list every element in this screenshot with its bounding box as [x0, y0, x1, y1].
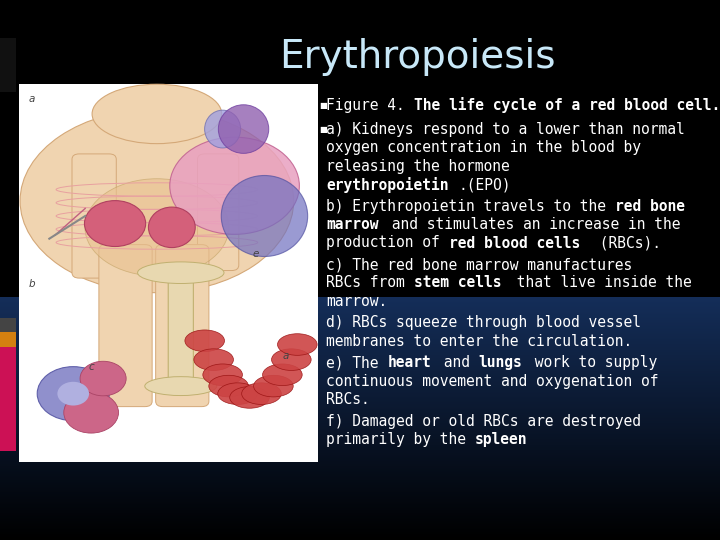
Text: heart: heart	[387, 355, 431, 370]
Text: e: e	[253, 249, 259, 259]
Bar	[0, 38, 16, 92]
Text: ■: ■	[319, 101, 327, 110]
Text: marrow: marrow	[326, 217, 379, 232]
Text: ■: ■	[319, 125, 327, 134]
Ellipse shape	[92, 84, 222, 144]
Bar	[19, 84, 318, 462]
Ellipse shape	[194, 349, 233, 370]
Text: RBCs from: RBCs from	[326, 275, 414, 291]
Text: and stimulates an increase in the: and stimulates an increase in the	[383, 217, 680, 232]
Circle shape	[64, 392, 119, 433]
Ellipse shape	[170, 137, 300, 234]
Text: primarily by the: primarily by the	[326, 432, 475, 447]
Bar	[0, 347, 16, 451]
Text: Figure 4.: Figure 4.	[326, 98, 414, 113]
FancyBboxPatch shape	[168, 270, 194, 389]
Text: work to supply: work to supply	[526, 355, 657, 370]
Ellipse shape	[148, 207, 195, 247]
Ellipse shape	[203, 364, 243, 386]
Text: and: and	[435, 355, 479, 370]
Text: d) RBCs squeeze through blood vessel: d) RBCs squeeze through blood vessel	[326, 315, 642, 330]
Ellipse shape	[145, 377, 217, 395]
Ellipse shape	[221, 176, 307, 256]
Text: erythropoietin: erythropoietin	[326, 177, 449, 193]
Bar	[0, 332, 16, 347]
Ellipse shape	[20, 109, 294, 293]
Text: .(EPO): .(EPO)	[459, 177, 511, 192]
Ellipse shape	[185, 330, 225, 352]
Text: that live inside the: that live inside the	[508, 275, 692, 291]
Ellipse shape	[84, 201, 145, 246]
Ellipse shape	[85, 179, 229, 276]
Text: a: a	[28, 94, 35, 104]
Text: production of: production of	[326, 235, 449, 251]
Ellipse shape	[242, 383, 282, 404]
Text: RBCs.: RBCs.	[326, 392, 370, 407]
Text: The life cycle of a red blood cell.: The life cycle of a red blood cell.	[414, 97, 720, 113]
Circle shape	[80, 361, 126, 396]
Text: red blood cells: red blood cells	[449, 235, 580, 251]
Text: c: c	[88, 362, 94, 372]
FancyBboxPatch shape	[197, 154, 239, 271]
Circle shape	[37, 367, 109, 421]
Ellipse shape	[217, 383, 257, 404]
Text: stem cells: stem cells	[414, 275, 501, 291]
Circle shape	[58, 382, 89, 406]
Text: spleen: spleen	[475, 432, 528, 447]
Text: b) Erythropoietin travels to the: b) Erythropoietin travels to the	[326, 199, 615, 214]
Ellipse shape	[218, 105, 269, 153]
Ellipse shape	[204, 110, 240, 148]
Text: Erythropoiesis: Erythropoiesis	[279, 38, 556, 76]
Text: oxygen concentration in the blood by: oxygen concentration in the blood by	[326, 140, 642, 156]
Ellipse shape	[253, 375, 293, 397]
FancyBboxPatch shape	[72, 154, 117, 278]
Ellipse shape	[271, 349, 311, 370]
Ellipse shape	[209, 375, 248, 397]
Text: f) Damaged or old RBCs are destroyed: f) Damaged or old RBCs are destroyed	[326, 414, 642, 429]
Text: a) Kidneys respond to a lower than normal: a) Kidneys respond to a lower than norma…	[326, 122, 685, 137]
Ellipse shape	[277, 334, 317, 355]
Text: marrow.: marrow.	[326, 294, 387, 309]
Bar	[0, 318, 16, 332]
Ellipse shape	[230, 387, 269, 408]
Text: a: a	[282, 351, 289, 361]
Ellipse shape	[263, 364, 302, 386]
Text: red bone: red bone	[615, 199, 685, 214]
FancyBboxPatch shape	[99, 245, 152, 407]
Bar	[145, 118, 168, 139]
Bar	[19, 84, 318, 462]
Text: b: b	[28, 279, 35, 289]
Text: continuous movement and oxygenation of: continuous movement and oxygenation of	[326, 374, 659, 389]
Text: e) The: e) The	[326, 355, 387, 370]
Text: c) The red bone marrow manufactures: c) The red bone marrow manufactures	[326, 257, 632, 272]
FancyBboxPatch shape	[156, 245, 209, 407]
Text: (RBCs).: (RBCs).	[591, 235, 661, 251]
Ellipse shape	[138, 262, 224, 284]
Text: lungs: lungs	[479, 355, 522, 370]
Text: releasing the hormone: releasing the hormone	[326, 159, 510, 174]
Text: membranes to enter the circulation.: membranes to enter the circulation.	[326, 334, 632, 349]
